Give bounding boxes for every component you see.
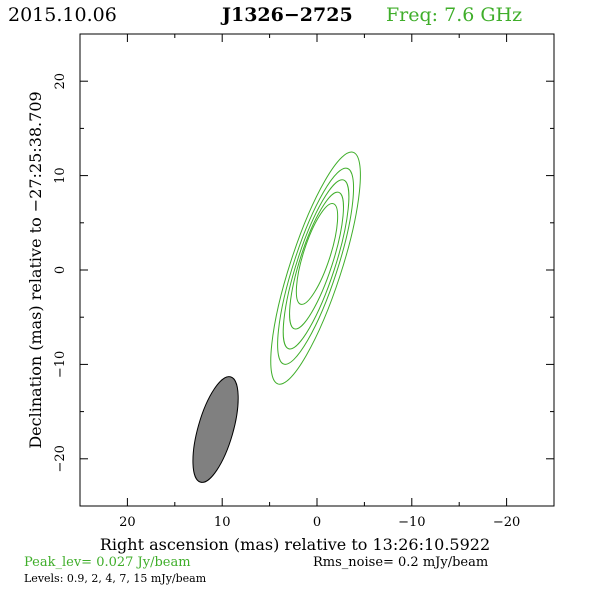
frequency-key: Freq: <box>386 4 438 26</box>
frequency-value: 7.6 GHz <box>444 4 522 26</box>
y-tick-label: 20 <box>53 73 68 90</box>
plot-frame <box>79 33 555 507</box>
contour-levels: Levels: 0.9, 2, 4, 7, 15 mJy/beam <box>24 572 207 585</box>
axis-tick-labels: 20 10 0 −10 −20 −20 −10 0 10 20 <box>53 73 520 530</box>
restoring-beam-layer <box>192 376 239 483</box>
peak-level: Peak_lev= 0.027 Jy/beam <box>24 555 191 570</box>
y-axis-label: Declination (mas) relative to −27:25:38.… <box>26 91 45 448</box>
x-tick-label: −20 <box>493 515 520 530</box>
x-axis-label: Right ascension (mas) relative to 13:26:… <box>100 535 490 554</box>
source-name: J1326−2725 <box>220 4 353 26</box>
observation-date: 2015.10.06 <box>8 4 117 26</box>
rms-noise: Rms_noise= 0.2 mJy/beam <box>313 555 488 570</box>
y-tick-label: 0 <box>53 266 68 274</box>
axis-ticks <box>79 33 555 507</box>
x-tick-label: 0 <box>313 515 321 530</box>
x-tick-label: −10 <box>398 515 425 530</box>
contour-layer <box>270 151 361 385</box>
y-tick-label: −10 <box>53 351 68 378</box>
x-tick-label: 20 <box>119 515 136 530</box>
frequency-label: Freq: 7.6 GHz <box>386 4 522 26</box>
contour-2 <box>277 167 355 365</box>
y-tick-label: 10 <box>53 167 68 184</box>
x-tick-label: 10 <box>214 515 231 530</box>
contour-4 <box>289 191 344 330</box>
contour-5 <box>295 203 339 305</box>
contour-3 <box>282 179 350 350</box>
restoring-beam <box>192 376 239 483</box>
y-tick-label: −20 <box>53 445 68 472</box>
contour-1 <box>270 151 361 385</box>
